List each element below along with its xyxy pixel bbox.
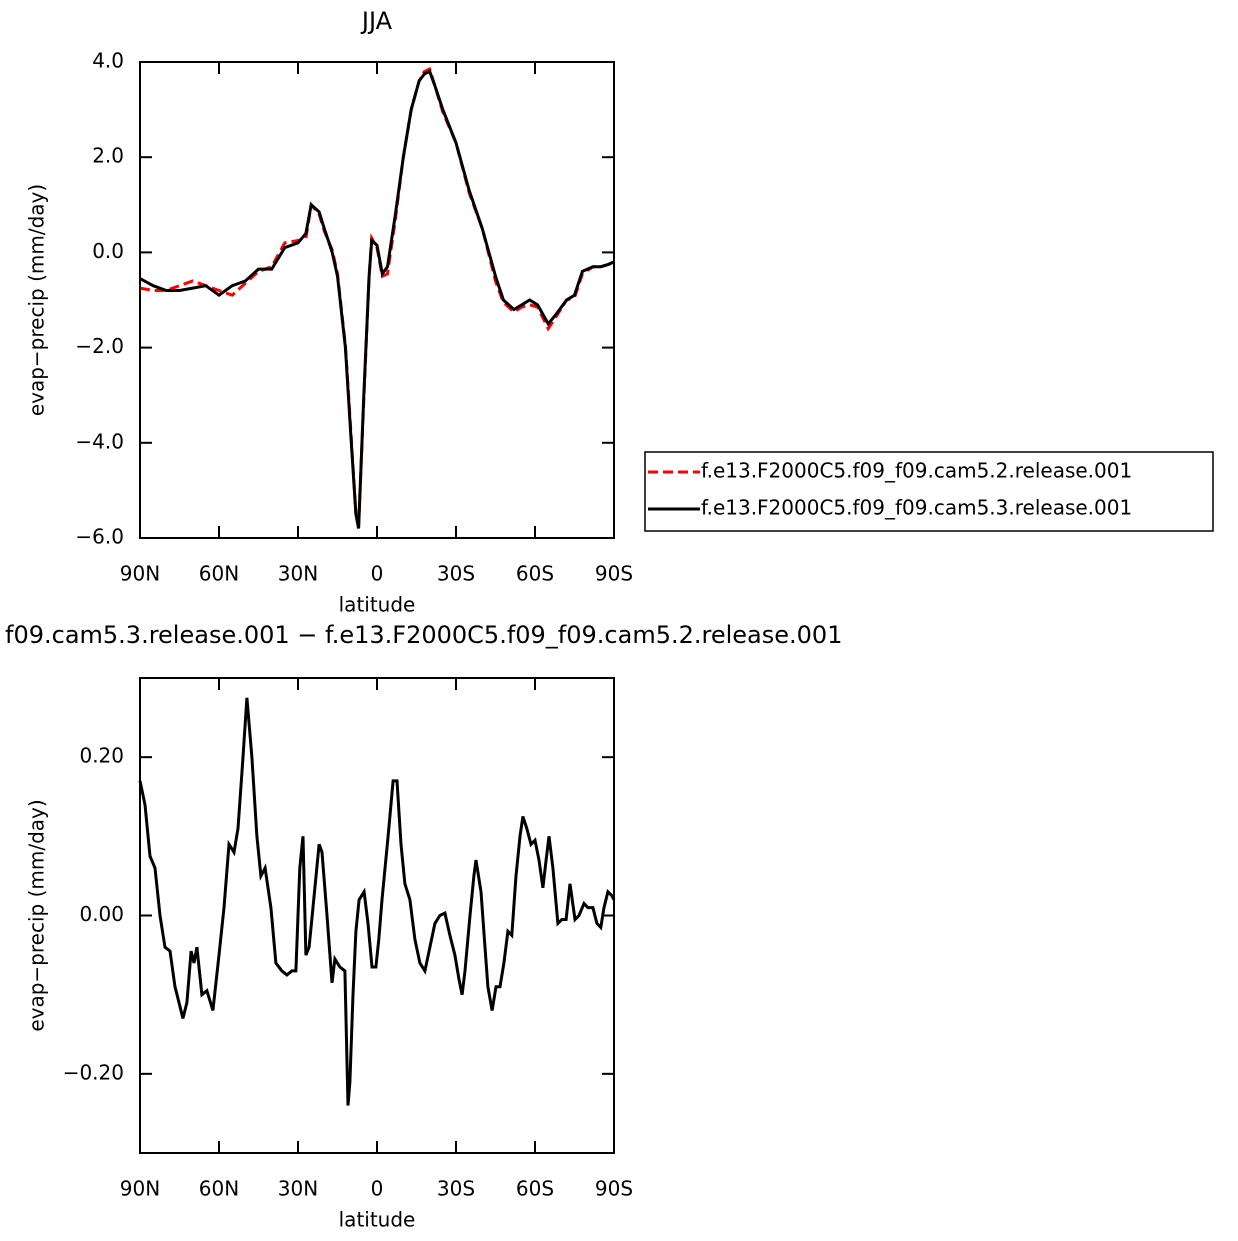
x-tick-label: 90S [595, 1177, 633, 1201]
y-tick-label: 2.0 [92, 144, 124, 168]
x-tick-label: 30S [437, 1177, 475, 1201]
x-tick-label: 0 [371, 1177, 384, 1201]
x-axis-label: latitude [339, 593, 416, 617]
y-tick-label: −2.0 [75, 334, 124, 358]
x-axis-label: latitude [339, 1208, 416, 1232]
y-axis-label: evap−precip (mm/day) [25, 799, 49, 1031]
data-line [139, 69, 615, 529]
data-line [138, 697, 616, 1106]
legend-box [644, 451, 1214, 532]
data-line [139, 67, 615, 527]
y-tick-label: 0.0 [92, 239, 124, 263]
x-tick-label: 60S [516, 562, 554, 586]
y-tick-label: 0.00 [79, 902, 124, 926]
y-axis-label: evap−precip (mm/day) [25, 184, 49, 416]
y-tick-label: −0.20 [63, 1060, 124, 1084]
y-tick-label: −4.0 [75, 429, 124, 453]
x-tick-label: 30N [278, 1177, 318, 1201]
chart-title: JJA [360, 7, 393, 35]
legend-label: f.e13.F2000C5.f09_f09.cam5.3.release.001 [701, 496, 1132, 520]
plot-frame [139, 61, 615, 539]
x-tick-label: 90N [120, 562, 160, 586]
y-tick-label: 0.20 [79, 744, 124, 768]
x-tick-label: 90N [120, 1177, 160, 1201]
plot-frame [139, 677, 615, 1154]
x-tick-label: 60N [199, 562, 239, 586]
chart-title: f09.cam5.3.release.001 − f.e13.F2000C5.f… [5, 621, 842, 649]
legend-label: f.e13.F2000C5.f09_f09.cam5.2.release.001 [701, 459, 1132, 483]
x-tick-label: 90S [595, 562, 633, 586]
x-tick-label: 60N [199, 1177, 239, 1201]
y-tick-label: −6.0 [75, 525, 124, 549]
x-tick-label: 30S [437, 562, 475, 586]
y-tick-label: 4.0 [92, 49, 124, 73]
x-tick-label: 30N [278, 562, 318, 586]
x-tick-label: 0 [371, 562, 384, 586]
x-tick-label: 60S [516, 1177, 554, 1201]
